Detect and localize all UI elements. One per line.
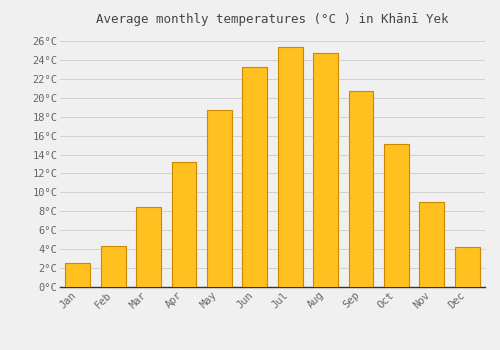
Bar xyxy=(278,47,302,287)
Bar xyxy=(66,263,90,287)
Bar xyxy=(136,206,161,287)
Bar xyxy=(313,53,338,287)
Bar xyxy=(172,162,196,287)
Bar xyxy=(420,202,444,287)
Bar xyxy=(207,110,232,287)
Bar xyxy=(348,91,374,287)
Title: Average monthly temperatures (°C ) in Khānī Yek: Average monthly temperatures (°C ) in Kh… xyxy=(96,13,449,26)
Bar xyxy=(242,68,267,287)
Bar xyxy=(100,246,126,287)
Bar xyxy=(384,144,409,287)
Bar xyxy=(455,247,479,287)
